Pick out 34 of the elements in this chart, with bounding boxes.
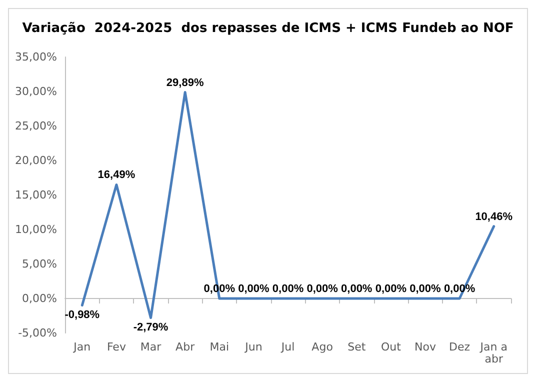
x-tick-label: Dez (449, 340, 470, 354)
x-tick-label: Set (348, 340, 366, 354)
data-label: 0,00% (410, 283, 442, 295)
chart-title: Variação 2024-2025 dos repasses de ICMS + ICMS Fundeb ao NOF (22, 21, 514, 36)
x-tick-label: Jun (244, 340, 262, 354)
y-tick-label: 30,00% (15, 85, 57, 98)
data-label: 0,00% (375, 283, 407, 295)
data-label: 16,49% (98, 169, 136, 182)
data-label: 0,00% (272, 283, 304, 295)
data-label: 0,00% (341, 283, 372, 295)
y-tick-label: 10,00% (15, 223, 57, 236)
y-tick-label: 5,00% (22, 258, 57, 270)
data-label: -2,79% (133, 321, 168, 334)
y-tick-label: 35,00% (15, 50, 57, 64)
data-label: 10,46% (475, 210, 513, 223)
y-tick-label: 0,00% (22, 292, 57, 305)
y-tick-label: 20,00% (15, 154, 57, 167)
x-tick-label: Out (380, 340, 402, 354)
x-tick-label: Jul (280, 340, 295, 354)
data-label: -0,98% (64, 308, 100, 321)
x-tick-label: Fev (106, 340, 126, 354)
x-tick-label: Ago (312, 340, 334, 354)
data-label: 0,00% (238, 283, 270, 295)
y-tick-label: 25,00% (15, 120, 57, 132)
x-tick-label: Jan a abr (479, 340, 508, 366)
y-tick-label: -5,00% (18, 326, 57, 340)
data-label: 29,89% (166, 76, 204, 89)
x-tick-label: Jan (72, 340, 91, 354)
y-tick-label: 15,00% (15, 188, 57, 202)
x-tick-label: Mai (210, 340, 230, 354)
x-tick-label: Abr (176, 340, 196, 354)
x-tick-label: Mar (140, 340, 162, 354)
data-label: 0,00% (306, 283, 338, 295)
x-tick-label: Nov (414, 340, 436, 354)
